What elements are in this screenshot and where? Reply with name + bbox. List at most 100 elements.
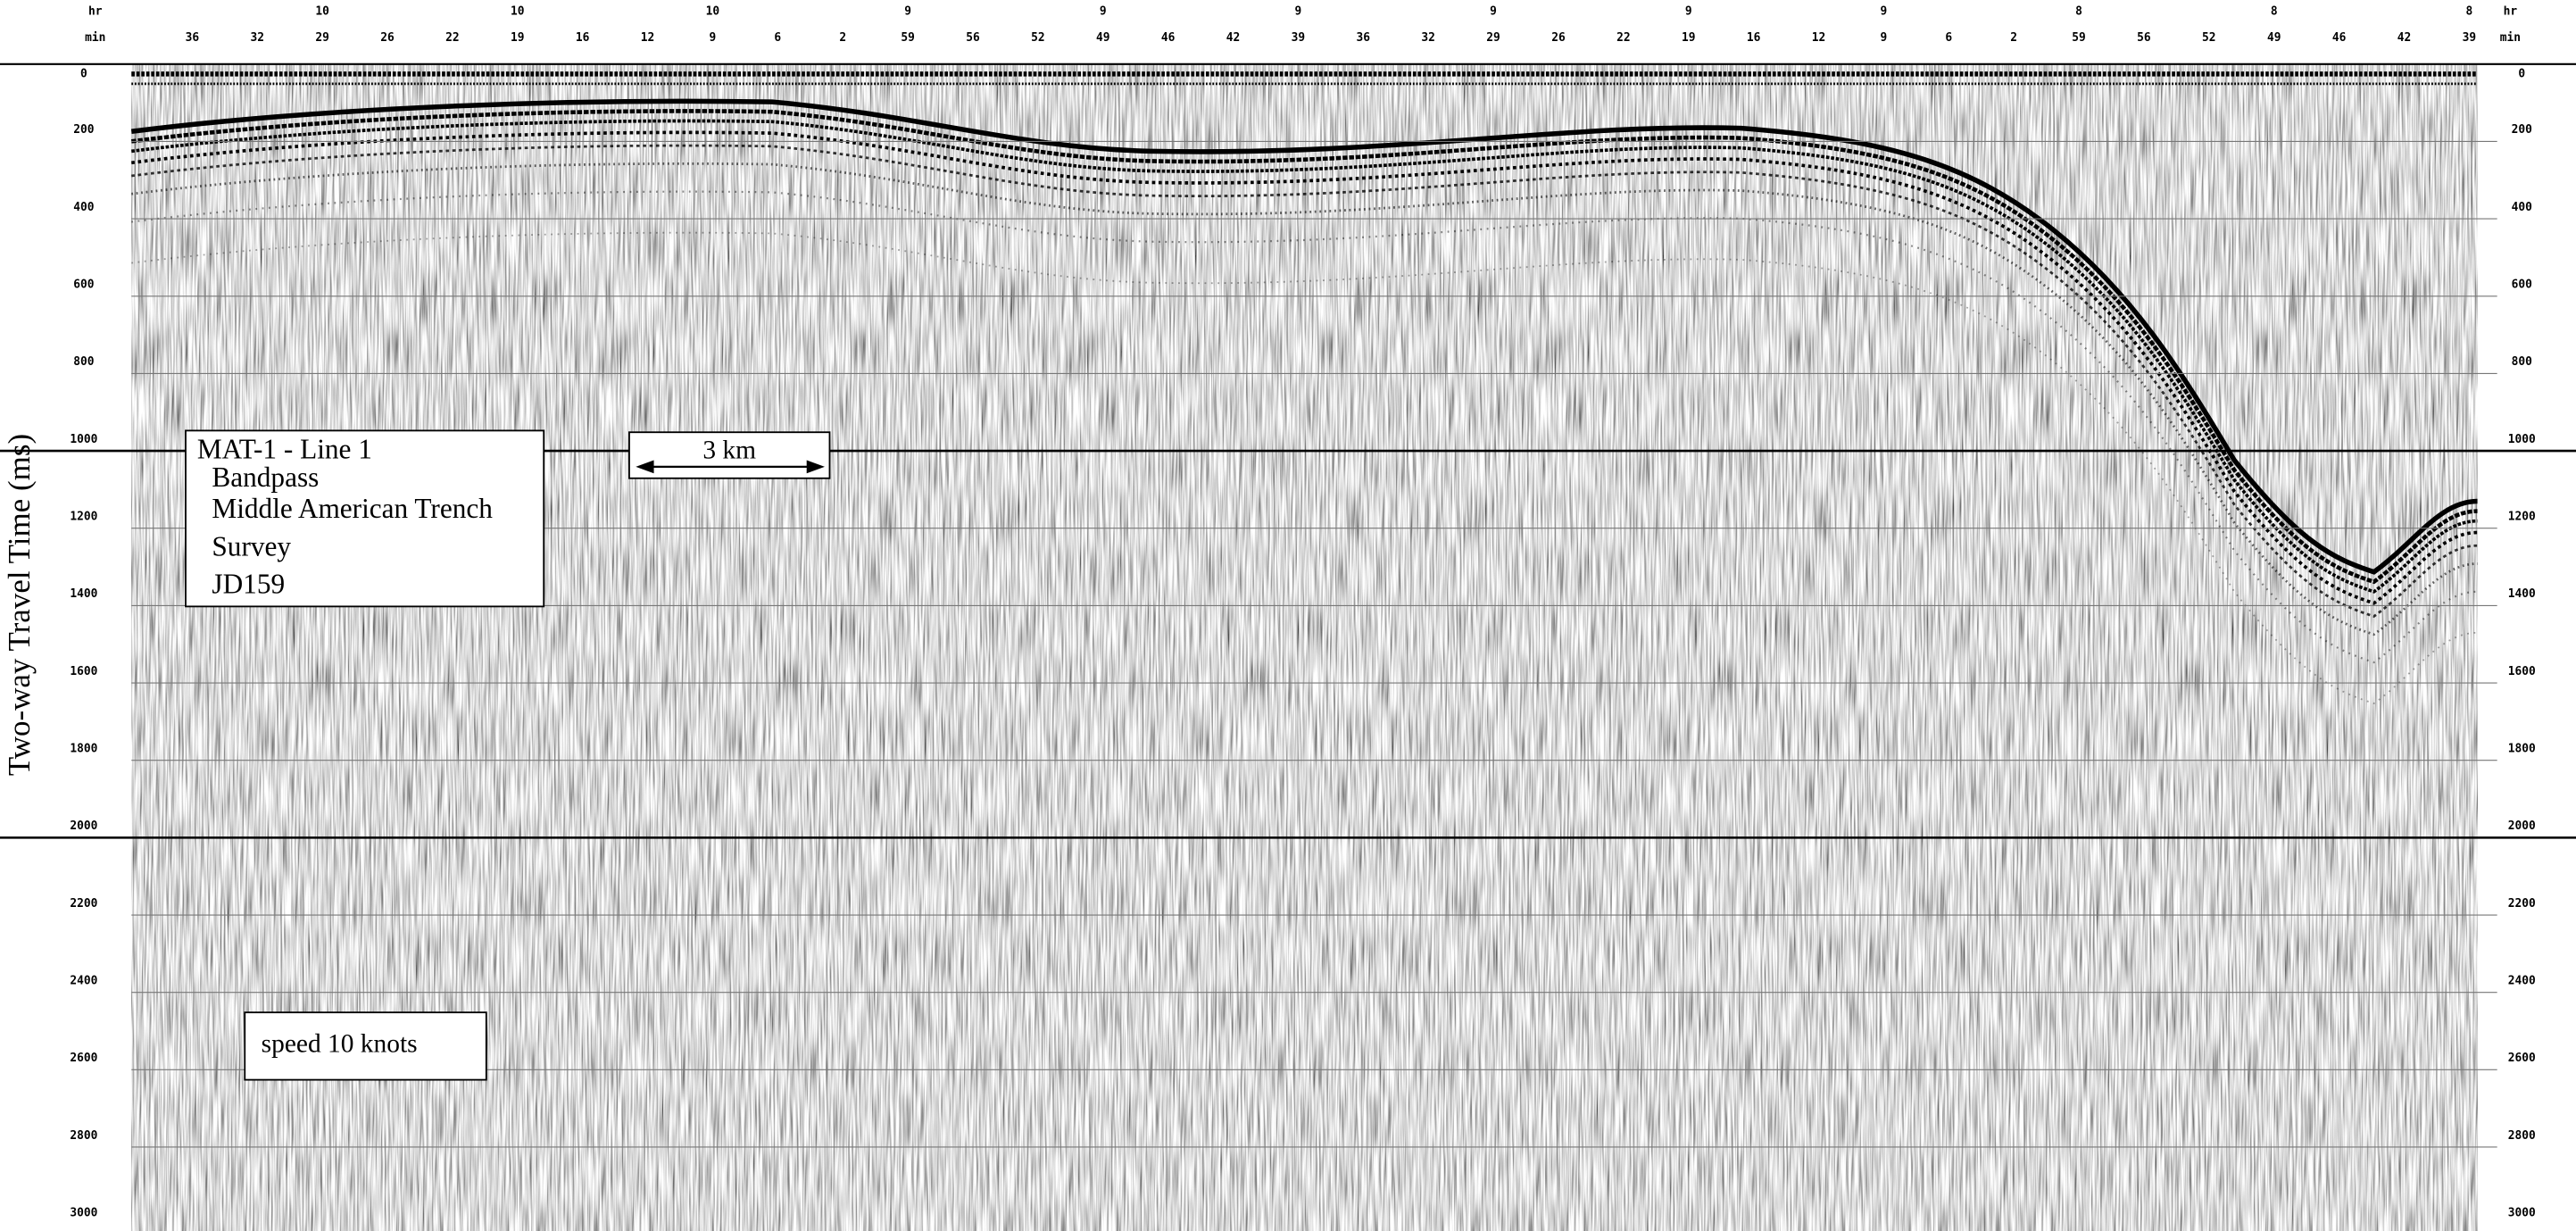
scale-bar-frame [628, 431, 831, 479]
hr-label: hr [88, 5, 103, 19]
minute-label: 26 [380, 31, 395, 45]
minute-label: 46 [1161, 31, 1176, 45]
y-tick-label: 2600 [70, 1052, 97, 1065]
minute-label: 29 [1486, 31, 1500, 45]
minute-label: 52 [2202, 31, 2216, 45]
hour-label: 10 [706, 5, 720, 19]
minute-label: 36 [1357, 31, 1371, 45]
hour-label: 10 [511, 5, 525, 19]
y-tick-label-right: 1800 [2508, 742, 2536, 755]
hour-label: 9 [1295, 5, 1302, 19]
info-box-frame [185, 429, 545, 608]
minute-label: 16 [1747, 31, 1761, 45]
info-line: JD159 [212, 569, 285, 600]
hour-label: 9 [1490, 5, 1497, 19]
y-tick-label: 1400 [70, 587, 97, 601]
y-axis-label: Two-way Travel Time (ms) [2, 434, 37, 776]
y-tick-label-right: 600 [2512, 279, 2532, 292]
y-tick-label: 2000 [70, 819, 97, 833]
hour-label: 10 [315, 5, 329, 19]
speed-label: speed 10 knots [262, 1029, 418, 1058]
y-tick-label: 2200 [70, 897, 97, 911]
info-line: Survey [212, 530, 291, 561]
minute-label: 59 [901, 31, 915, 45]
y-tick-label-right: 400 [2512, 201, 2532, 214]
y-tick-label: 1800 [70, 742, 97, 755]
minute-label: 29 [315, 31, 329, 45]
min-label: min [85, 31, 105, 45]
minute-label: 49 [2267, 31, 2281, 45]
y-tick-label-right: 800 [2512, 355, 2532, 369]
minute-label: 46 [2332, 31, 2347, 45]
y-tick-label-right: 2600 [2508, 1052, 2536, 1065]
hr-label: hr [2504, 5, 2518, 19]
y-tick-label: 1200 [70, 511, 97, 524]
minute-label: 39 [1292, 31, 1306, 45]
hour-label: 8 [2465, 5, 2472, 19]
minute-label: 56 [966, 31, 980, 45]
minute-label: 9 [710, 31, 717, 45]
hour-label: 8 [2271, 5, 2278, 19]
y-tick-label: 1000 [70, 433, 97, 446]
minute-label: 22 [1616, 31, 1631, 45]
minute-label: 6 [774, 31, 781, 45]
minute-label: 49 [1096, 31, 1110, 45]
tick-labels: 0 0 200 200 400 400 600 600 800 800 1000 1000 1200 12… [70, 5, 2535, 1220]
minute-label: 19 [1682, 31, 1696, 45]
y-tick-label: 400 [73, 201, 94, 214]
minute-label: 9 [1881, 31, 1888, 45]
y-tick-label-right: 2000 [2508, 819, 2536, 833]
minute-label: 6 [1945, 31, 1952, 45]
y-tick-label: 3000 [70, 1206, 97, 1219]
y-tick-label: 600 [73, 279, 94, 292]
scale-bar: 3 km [628, 431, 831, 479]
y-tick-label: 1600 [70, 665, 97, 678]
hour-label: 9 [1881, 5, 1888, 19]
hour-label: 9 [904, 5, 911, 19]
y-tick-label: 0 [80, 68, 87, 81]
y-tick-label: 2800 [70, 1129, 97, 1143]
hour-label: 8 [2075, 5, 2082, 19]
minute-label: 12 [1812, 31, 1826, 45]
info-box: MAT-1 - Line 1 Bandpass Middle American … [185, 429, 545, 608]
minute-label: 2 [2010, 31, 2017, 45]
y-tick-label: 800 [73, 355, 94, 369]
minute-label: 59 [2072, 31, 2086, 45]
y-tick-label-right: 2400 [2508, 974, 2536, 987]
minute-label: 56 [2137, 31, 2151, 45]
info-line: Bandpass [212, 462, 319, 493]
y-tick-label-right: 0 [2518, 68, 2525, 81]
minute-label: 12 [641, 31, 655, 45]
y-tick-label-right: 3000 [2508, 1206, 2536, 1219]
minute-label: 2 [839, 31, 846, 45]
minute-label: 32 [250, 31, 264, 45]
min-label: min [2500, 31, 2521, 45]
minute-label: 22 [445, 31, 460, 45]
minute-label: 32 [1421, 31, 1435, 45]
y-tick-label-right: 2200 [2508, 897, 2536, 911]
hour-label: 9 [1685, 5, 1692, 19]
minute-label: 26 [1551, 31, 1566, 45]
info-line: Middle American Trench [212, 493, 493, 524]
y-tick-label-right: 2800 [2508, 1129, 2536, 1143]
y-tick-label-right: 1000 [2508, 433, 2536, 446]
minute-label: 16 [576, 31, 590, 45]
minute-label: 42 [1226, 31, 1241, 45]
y-tick-label-right: 1600 [2508, 665, 2536, 678]
info-line: MAT-1 - Line 1 [197, 434, 372, 465]
minute-label: 42 [2397, 31, 2412, 45]
reflectors [131, 71, 2477, 704]
y-tick-label-right: 200 [2512, 123, 2532, 137]
y-tick-label-right: 1400 [2508, 587, 2536, 601]
y-tick-label: 200 [73, 123, 94, 137]
minute-label: 19 [511, 31, 525, 45]
hour-label: 9 [1100, 5, 1107, 19]
minute-label: 52 [1031, 31, 1045, 45]
minute-label: 39 [2463, 31, 2477, 45]
minute-label: 36 [186, 31, 200, 45]
speed-box-frame [244, 1011, 487, 1081]
scale-bar-label: 3 km [702, 437, 756, 465]
speed-box: speed 10 knots [244, 1011, 487, 1081]
